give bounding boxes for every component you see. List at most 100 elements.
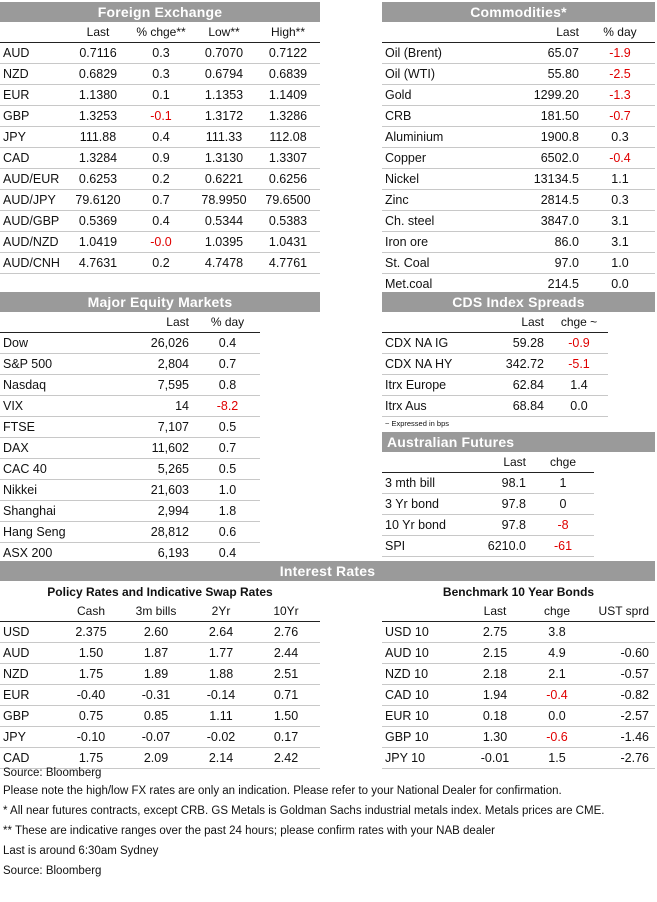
bonds-column-header: chge (526, 601, 588, 622)
fx-row-label: AUD/NZD (0, 231, 66, 253)
fx-cell: 0.7070 (192, 42, 256, 64)
futures-column-header (382, 452, 460, 473)
bonds-cell: -0.01 (464, 747, 526, 769)
bonds-panel: Benchmark 10 Year Bonds Last chge UST sprd… (382, 583, 655, 769)
policy-cell: 2.60 (122, 621, 190, 643)
fx-cell: 78.9950 (192, 189, 256, 211)
equity-cell: 28,812 (119, 521, 195, 543)
table-row: CAD 1.75 2.09 2.14 2.42 (0, 747, 320, 769)
table-row: AUD/CNH 4.7631 0.2 4.7478 4.7761 (0, 252, 320, 274)
footnote-source-1: Source: Bloomberg (3, 767, 102, 779)
policy-cell: 1.88 (190, 663, 252, 685)
table-row: GBP 0.75 0.85 1.11 1.50 (0, 705, 320, 727)
policy-cell: -0.10 (60, 726, 122, 748)
equity-cell: 1.0 (194, 479, 260, 501)
commodities-row-label: Nickel (382, 168, 486, 190)
bonds-cell: 1.5 (526, 747, 588, 769)
fx-cell: -0.1 (130, 105, 192, 127)
table-row: USD 10 2.75 3.8 (382, 621, 655, 643)
equity-cell: 1.8 (194, 500, 260, 522)
equity-cell: 0.5 (194, 458, 260, 480)
fx-cell: -0.0 (130, 231, 192, 253)
equity-row-label: S&P 500 (0, 353, 120, 375)
commodities-row-label: Ch. steel (382, 210, 486, 232)
table-row: CDX NA IG 59.28 -0.9 (382, 332, 608, 354)
policy-cell: 1.11 (190, 705, 252, 727)
bonds-cell: -0.60 (588, 642, 655, 664)
table-row: DAX 11,602 0.7 (0, 437, 260, 459)
policy-subtitle: Policy Rates and Indicative Swap Rates (47, 585, 273, 599)
futures-title: Australian Futures (382, 432, 655, 452)
cds-cell: 62.84 (468, 374, 550, 396)
policy-cell: 2.42 (252, 747, 320, 769)
commodities-cell: 13134.5 (485, 168, 585, 190)
policy-cell: 2.64 (190, 621, 252, 643)
futures-cell: 98.1 (460, 472, 532, 494)
equity-row-label: Dow (0, 332, 120, 354)
fx-cell: 0.6794 (192, 63, 256, 85)
table-row: Dow 26,026 0.4 (0, 332, 260, 354)
futures-row-label: 3 Yr bond (382, 493, 460, 515)
table-row: Nikkei 21,603 1.0 (0, 479, 260, 501)
equity-row-label: FTSE (0, 416, 120, 438)
equity-row-label: Nikkei (0, 479, 120, 501)
fx-cell: 0.2 (130, 168, 192, 190)
commodities-cell: 3.1 (584, 231, 655, 253)
fx-cell: 1.1409 (256, 84, 320, 106)
cds-column-header: chge ~ (550, 312, 608, 333)
fx-cell: 1.3253 (66, 105, 130, 127)
commodities-cell: 65.07 (485, 42, 585, 64)
policy-row-label: JPY (0, 726, 60, 748)
bonds-cell: 1.94 (464, 684, 526, 706)
table-row: CAC 40 5,265 0.5 (0, 458, 260, 480)
table-row: EUR 1.1380 0.1 1.1353 1.1409 (0, 84, 320, 106)
bonds-cell: 3.8 (526, 621, 588, 643)
fx-cell: 0.9 (130, 147, 192, 169)
equity-table: Last% day Dow 26,026 0.4 S&P 500 2,804 0.7 Nasd… (0, 312, 260, 564)
fx-cell: 1.3286 (256, 105, 320, 127)
fx-header-row: Last% chge** Low** High** (0, 22, 320, 43)
fx-cell: 79.6120 (66, 189, 130, 211)
commodities-panel: Commodities* Last% day Oil (Brent) 65.07 -1… (382, 2, 655, 295)
fx-column-header: High** (256, 22, 320, 43)
equity-cell: 0.8 (194, 374, 260, 396)
policy-cell: 2.14 (190, 747, 252, 769)
commodities-row-label: Aluminium (382, 126, 486, 148)
table-row: NZD 0.6829 0.3 0.6794 0.6839 (0, 63, 320, 85)
fx-cell: 111.33 (192, 126, 256, 148)
bonds-column-header: UST sprd (588, 601, 655, 622)
footnote-timing: Last is around 6:30am Sydney (3, 845, 159, 857)
footnote-ranges: ** These are indicative ranges over the … (3, 825, 495, 837)
policy-panel: Policy Rates and Indicative Swap Rates C… (0, 583, 320, 769)
policy-cell: 1.75 (60, 747, 122, 769)
equity-cell: 2,804 (119, 353, 195, 375)
table-row: AUD 10 2.15 4.9 -0.60 (382, 642, 655, 664)
policy-cell: 1.50 (60, 642, 122, 664)
table-row: NZD 1.75 1.89 1.88 2.51 (0, 663, 320, 685)
bonds-row-label: EUR 10 (382, 705, 464, 727)
bonds-row-label: CAD 10 (382, 684, 464, 706)
table-row: Aluminium 1900.8 0.3 (382, 126, 655, 148)
policy-row-label: EUR (0, 684, 60, 706)
fx-cell: 1.1380 (66, 84, 130, 106)
fx-cell: 0.5369 (66, 210, 130, 232)
commodities-row-label: Zinc (382, 189, 486, 211)
bonds-row-label: NZD 10 (382, 663, 464, 685)
fx-cell: 1.3172 (192, 105, 256, 127)
bonds-header-row: Last chge UST sprd (382, 601, 655, 622)
bonds-cell: 2.1 (526, 663, 588, 685)
bonds-cell: 0.18 (464, 705, 526, 727)
fx-column-header: % chge** (130, 22, 192, 43)
table-row: AUD 0.7116 0.3 0.7070 0.7122 (0, 42, 320, 64)
fx-cell: 1.0395 (192, 231, 256, 253)
futures-cell: 1 (532, 472, 594, 494)
fx-cell: 0.7 (130, 189, 192, 211)
policy-row-label: NZD (0, 663, 60, 685)
bonds-subtitle: Benchmark 10 Year Bonds (442, 585, 595, 599)
equity-cell: 2,994 (119, 500, 195, 522)
policy-column-header: 10Yr (252, 601, 320, 622)
table-row: Met.coal 214.5 0.0 (382, 273, 655, 295)
commodities-cell: 6502.0 (485, 147, 585, 169)
fx-cell: 0.6253 (66, 168, 130, 190)
table-row: GBP 1.3253 -0.1 1.3172 1.3286 (0, 105, 320, 127)
